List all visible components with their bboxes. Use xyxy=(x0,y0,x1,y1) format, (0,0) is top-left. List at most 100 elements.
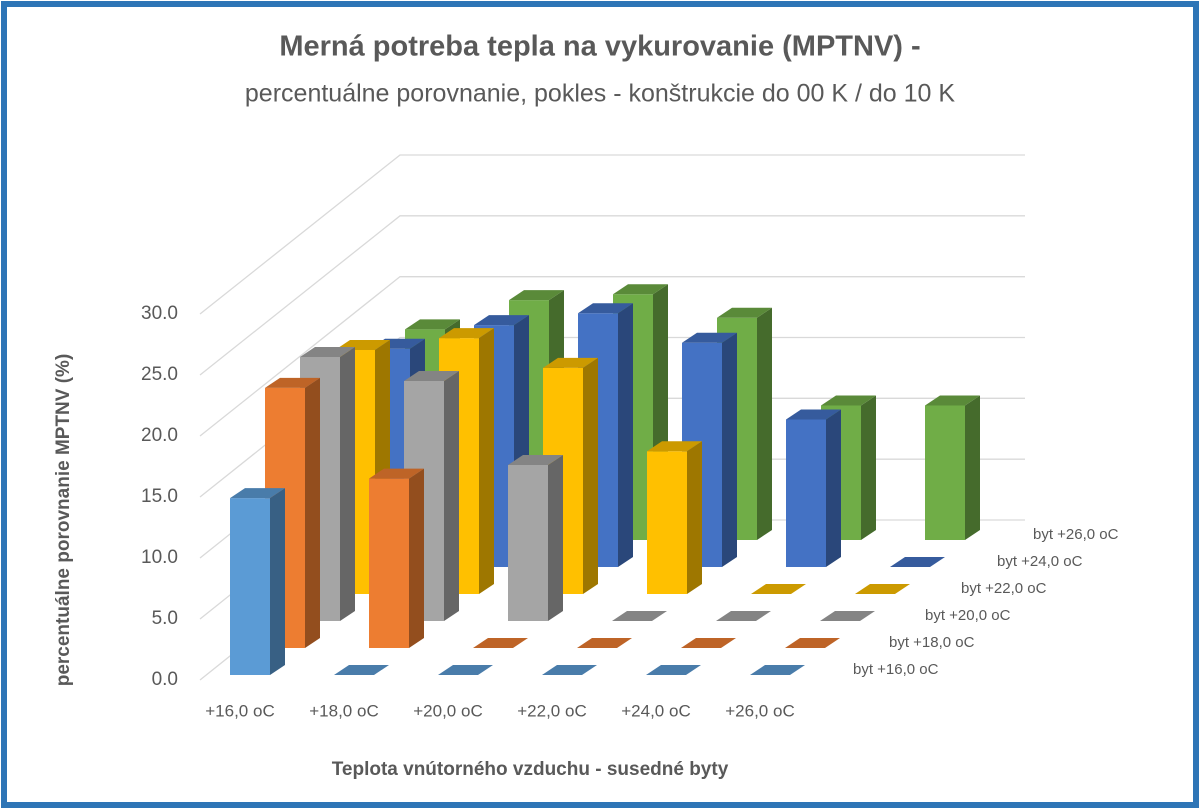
bar-face xyxy=(826,409,841,567)
bar-face xyxy=(717,307,772,318)
bar-face xyxy=(300,347,355,357)
bar-face xyxy=(578,303,633,314)
bar-face xyxy=(751,584,806,594)
bar xyxy=(820,611,875,621)
bar-face xyxy=(647,451,687,594)
bar-face xyxy=(230,498,270,675)
bar-face xyxy=(474,315,529,326)
chart-title: Merná potreba tepla na vykurovanie (MPTN… xyxy=(279,31,920,63)
bar-face xyxy=(409,468,424,648)
bar-face xyxy=(646,665,701,675)
bar-face xyxy=(230,488,285,499)
bar xyxy=(925,395,980,540)
bar xyxy=(890,557,945,567)
bar-face xyxy=(861,395,876,540)
bar xyxy=(750,665,805,675)
x-tick-label: +16,0 oC xyxy=(205,701,274,720)
bar-face xyxy=(682,332,737,343)
legend-label: byt +16,0 oC xyxy=(853,661,939,678)
bar-face xyxy=(404,371,459,381)
bar-face xyxy=(334,665,389,675)
y-tick-label: 25.0 xyxy=(141,364,178,385)
bar-face xyxy=(542,665,597,675)
x-tick-label: +22,0 oC xyxy=(517,701,586,720)
bar-face xyxy=(855,584,910,594)
bar-face xyxy=(479,328,494,594)
x-tick-label: +24,0 oC xyxy=(621,701,690,720)
bar xyxy=(716,611,771,621)
bar xyxy=(508,455,563,621)
bar-face xyxy=(340,347,355,621)
bar xyxy=(438,665,493,675)
bar xyxy=(785,638,840,648)
bar-face xyxy=(583,357,598,594)
bar xyxy=(612,611,667,621)
bar-face xyxy=(716,611,771,621)
bar-face xyxy=(543,357,598,368)
bar-face xyxy=(613,284,668,295)
x-tick-label: +18,0 oC xyxy=(309,701,378,720)
bar-face xyxy=(369,478,409,648)
bar xyxy=(855,584,910,594)
bar xyxy=(646,665,701,675)
bar-face xyxy=(757,307,772,540)
bar-face xyxy=(405,319,460,330)
bar-face xyxy=(548,455,563,621)
bar-face xyxy=(438,665,493,675)
bar-face xyxy=(785,638,840,648)
bar-face xyxy=(821,395,876,406)
bar xyxy=(473,638,528,648)
bar xyxy=(751,584,806,594)
bar xyxy=(681,638,736,648)
bar-face xyxy=(820,611,875,621)
bar-face xyxy=(750,665,805,675)
y-tick-label: 30.0 xyxy=(141,303,178,324)
bar-face xyxy=(509,290,564,301)
bar-face xyxy=(687,441,702,594)
x-tick-label: +26,0 oC xyxy=(725,701,794,720)
bar-face xyxy=(722,332,737,567)
x-tick-label: +20,0 oC xyxy=(413,701,482,720)
bar-face xyxy=(439,328,494,339)
bar xyxy=(230,488,285,675)
bar-face xyxy=(647,441,702,452)
bar-face xyxy=(786,409,841,420)
y-tick-label: 0.0 xyxy=(152,669,178,690)
bar-face xyxy=(369,468,424,479)
bar-face xyxy=(508,465,548,621)
y-tick-label: 10.0 xyxy=(141,547,178,568)
bar-face xyxy=(618,303,633,567)
legend-label: byt +20,0 oC xyxy=(925,607,1011,624)
bar-face xyxy=(508,455,563,465)
y-tick-label: 15.0 xyxy=(141,486,178,507)
y-tick-label: 5.0 xyxy=(152,608,178,629)
bar-face xyxy=(444,371,459,621)
y-tick-label: 20.0 xyxy=(141,425,178,446)
bar xyxy=(542,665,597,675)
bar xyxy=(369,468,424,648)
bar-face xyxy=(577,638,632,648)
bar-face xyxy=(305,377,320,648)
chart-subtitle: percentuálne porovnanie, pokles - konštr… xyxy=(245,80,955,108)
bar-face xyxy=(786,419,826,567)
bar-face xyxy=(612,611,667,621)
bar-face xyxy=(265,377,320,388)
bar xyxy=(334,665,389,675)
bar-face xyxy=(925,395,980,406)
bar xyxy=(647,441,702,594)
legend-label: byt +18,0 oC xyxy=(889,634,975,651)
bar-face xyxy=(890,557,945,567)
grid-line xyxy=(199,154,1025,315)
x-axis-label: Teplota vnútorného vzduchu - susedné byt… xyxy=(332,759,729,780)
bar-face xyxy=(270,488,285,675)
bar-face xyxy=(925,405,965,540)
legend-label: byt +26,0 oC xyxy=(1033,526,1119,543)
bar-face xyxy=(681,638,736,648)
bar-face xyxy=(965,395,980,540)
bar-face xyxy=(473,638,528,648)
bar xyxy=(577,638,632,648)
bar xyxy=(786,409,841,567)
grid-line xyxy=(199,215,1025,376)
grid-line xyxy=(199,276,1025,437)
